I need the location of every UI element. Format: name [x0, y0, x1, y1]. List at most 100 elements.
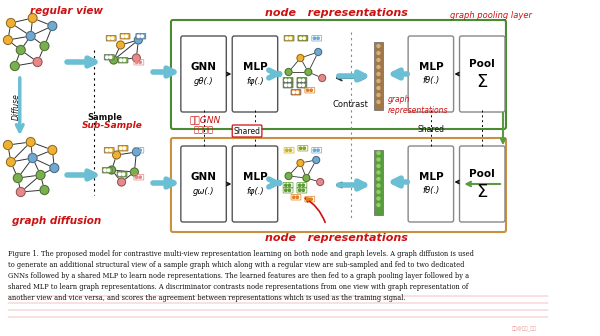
Circle shape: [139, 149, 142, 152]
Circle shape: [106, 149, 108, 152]
Circle shape: [313, 149, 316, 152]
Circle shape: [297, 160, 304, 167]
Text: gθ(.): gθ(.): [194, 77, 214, 85]
Circle shape: [36, 170, 45, 179]
Text: Pool: Pool: [469, 169, 495, 179]
Circle shape: [298, 79, 301, 81]
Circle shape: [317, 149, 319, 152]
Circle shape: [377, 171, 380, 174]
Circle shape: [299, 147, 302, 150]
Circle shape: [48, 22, 57, 31]
FancyBboxPatch shape: [232, 125, 262, 137]
Bar: [374, 42, 383, 110]
Text: Figure 1. The proposed model for contrastive multi-view representation learning : Figure 1. The proposed model for contras…: [8, 250, 474, 302]
FancyBboxPatch shape: [181, 146, 226, 222]
Text: gω(.): gω(.): [193, 186, 214, 196]
FancyBboxPatch shape: [117, 171, 127, 177]
Circle shape: [122, 173, 125, 175]
FancyBboxPatch shape: [106, 36, 116, 41]
Circle shape: [377, 204, 380, 207]
Circle shape: [109, 56, 112, 58]
Circle shape: [10, 61, 19, 71]
Text: MLP: MLP: [419, 62, 443, 72]
Text: fφ(.): fφ(.): [246, 186, 264, 196]
Circle shape: [113, 151, 121, 159]
Circle shape: [48, 145, 57, 155]
Text: Shared: Shared: [233, 126, 260, 135]
Circle shape: [284, 189, 287, 192]
Circle shape: [284, 184, 287, 186]
Circle shape: [139, 176, 142, 178]
FancyBboxPatch shape: [136, 34, 146, 39]
Circle shape: [305, 69, 312, 76]
Circle shape: [313, 157, 320, 164]
FancyBboxPatch shape: [297, 83, 307, 88]
Circle shape: [106, 56, 108, 58]
Circle shape: [136, 149, 138, 152]
Circle shape: [288, 184, 290, 186]
Circle shape: [112, 37, 113, 39]
Circle shape: [118, 178, 125, 186]
Circle shape: [108, 166, 116, 174]
Circle shape: [377, 152, 380, 155]
Text: Sample: Sample: [87, 113, 122, 122]
Circle shape: [377, 86, 380, 89]
Circle shape: [33, 57, 42, 67]
Circle shape: [26, 32, 35, 41]
FancyBboxPatch shape: [291, 89, 301, 95]
Circle shape: [123, 59, 125, 61]
Circle shape: [310, 198, 313, 201]
FancyBboxPatch shape: [232, 36, 278, 112]
Text: graph diffusion: graph diffusion: [12, 216, 101, 226]
Text: node   representations: node representations: [265, 233, 407, 243]
Circle shape: [377, 197, 380, 200]
Circle shape: [104, 169, 106, 171]
Circle shape: [296, 196, 298, 199]
FancyBboxPatch shape: [297, 78, 307, 83]
Text: Diffuse: Diffuse: [12, 93, 21, 120]
Circle shape: [307, 89, 309, 91]
FancyBboxPatch shape: [283, 78, 293, 83]
Circle shape: [298, 184, 301, 186]
Circle shape: [302, 79, 304, 81]
Text: regular view: regular view: [29, 6, 103, 16]
Circle shape: [122, 35, 124, 37]
Circle shape: [141, 35, 143, 37]
FancyBboxPatch shape: [104, 148, 114, 153]
Circle shape: [119, 147, 122, 150]
Circle shape: [284, 79, 287, 81]
Circle shape: [317, 37, 319, 39]
Circle shape: [307, 198, 309, 201]
FancyBboxPatch shape: [181, 36, 226, 112]
Circle shape: [286, 149, 288, 152]
Circle shape: [317, 178, 323, 185]
Circle shape: [313, 37, 316, 39]
Circle shape: [288, 84, 290, 86]
Circle shape: [285, 172, 292, 179]
Circle shape: [289, 149, 292, 152]
FancyBboxPatch shape: [232, 146, 278, 222]
Circle shape: [26, 137, 35, 146]
Circle shape: [137, 35, 140, 37]
Circle shape: [108, 37, 110, 39]
FancyBboxPatch shape: [283, 83, 293, 88]
Circle shape: [286, 37, 288, 39]
Circle shape: [13, 173, 22, 182]
Circle shape: [109, 149, 112, 152]
Circle shape: [377, 93, 380, 96]
Circle shape: [377, 44, 380, 47]
Circle shape: [377, 58, 380, 61]
Text: graph pooling layer: graph pooling layer: [450, 11, 532, 20]
Circle shape: [40, 185, 49, 195]
Circle shape: [107, 169, 110, 171]
Text: Pool: Pool: [469, 59, 495, 69]
Circle shape: [116, 41, 125, 49]
Circle shape: [133, 54, 140, 62]
Circle shape: [16, 45, 25, 54]
Circle shape: [377, 73, 380, 76]
Bar: [374, 150, 383, 215]
Circle shape: [136, 61, 138, 64]
Circle shape: [7, 158, 16, 167]
Circle shape: [133, 148, 140, 156]
FancyBboxPatch shape: [118, 57, 128, 63]
